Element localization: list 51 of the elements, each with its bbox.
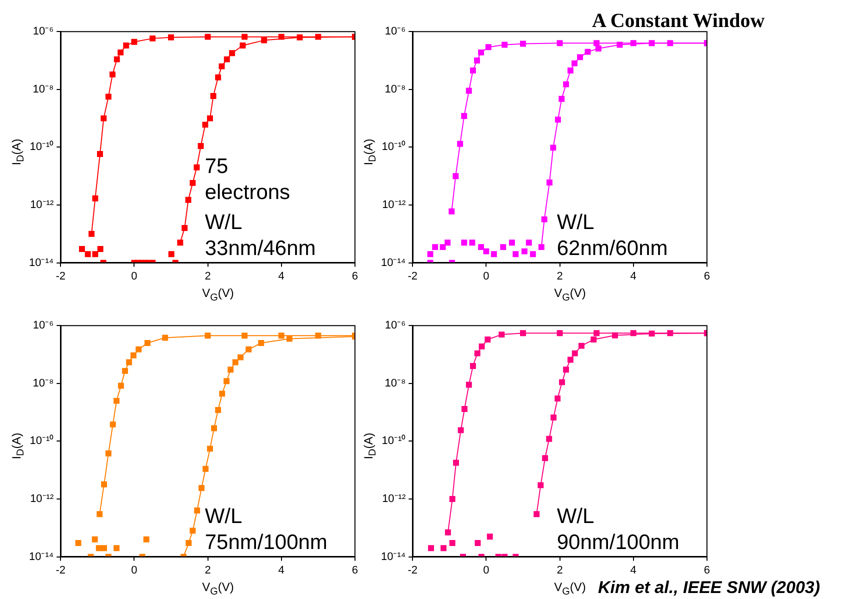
- x-tick-label: -2: [408, 270, 418, 282]
- y-tick-label: 10⁻¹²: [30, 199, 54, 212]
- y-tick-label: 10⁻¹⁰: [30, 140, 54, 154]
- text: Kim et al., IEEE SNW (2003): [598, 578, 820, 598]
- y-tick-label: 10⁻¹⁰: [30, 434, 54, 448]
- y-tick-label: 10⁻¹⁴: [381, 550, 406, 563]
- y-tick-label: 10⁻¹⁰: [382, 434, 406, 448]
- x-tick-label: -2: [56, 270, 66, 282]
- x-axis-title: V$_{G}$(V): [554, 286, 586, 304]
- x-tick-label: 4: [630, 270, 636, 282]
- y-tick-label: 10⁻⁶: [32, 26, 54, 38]
- y-tick-label: 10⁻⁶: [384, 26, 406, 38]
- x-tick-label: 2: [556, 270, 563, 282]
- y-tick-label: 10⁻¹⁰: [382, 140, 406, 154]
- x-tick-label: 2: [204, 270, 211, 282]
- y-tick-label: 10⁻⁶: [32, 320, 54, 332]
- y-tick-label: 10⁻⁸: [32, 377, 54, 390]
- x-tick-label: 4: [278, 270, 284, 282]
- x-tick-label: -2: [408, 564, 418, 576]
- annotation: W/L 62nm/60nm: [556, 210, 668, 260]
- y-tick-label: 10⁻¹⁴: [381, 256, 406, 269]
- y-tick-label: 10⁻¹²: [382, 199, 406, 212]
- x-tick-label: 2: [204, 564, 211, 576]
- x-tick-label: 0: [131, 270, 138, 282]
- y-tick-label: 10⁻¹²: [382, 493, 406, 506]
- x-tick-label: 0: [131, 564, 138, 576]
- y-tick-label: 10⁻¹⁴: [29, 550, 54, 563]
- annotation: 75 electrons: [204, 154, 290, 204]
- x-axis-title: V$_{G}$(V): [202, 580, 234, 598]
- x-axis-title: V$_{G}$(V): [202, 286, 234, 304]
- y-tick-label: 10⁻⁸: [32, 83, 54, 96]
- chart-title: A Constant Window: [592, 10, 765, 33]
- x-tick-label: -2: [56, 564, 66, 576]
- x-tick-label: 0: [483, 270, 490, 282]
- x-tick-label: 6: [352, 564, 358, 576]
- y-tick-label: 10⁻⁸: [384, 377, 406, 390]
- annotation: W/L 90nm/100nm: [556, 504, 680, 554]
- annotation: W/L 75nm/100nm: [204, 504, 328, 554]
- y-tick-label: 10⁻¹⁴: [29, 256, 54, 269]
- x-tick-label: 6: [352, 270, 358, 282]
- annotation: W/L 33nm/46nm: [204, 210, 316, 260]
- x-tick-label: 4: [630, 564, 636, 576]
- y-tick-label: 10⁻⁶: [384, 320, 406, 332]
- x-tick-label: 4: [278, 564, 284, 576]
- y-tick-label: 10⁻⁸: [384, 83, 406, 96]
- x-tick-label: 6: [704, 564, 710, 576]
- x-tick-label: 2: [556, 564, 563, 576]
- x-axis-title: V$_{G}$(V): [554, 580, 586, 598]
- x-tick-label: 6: [704, 270, 710, 282]
- x-tick-label: 0: [483, 564, 490, 576]
- y-tick-label: 10⁻¹²: [30, 493, 54, 506]
